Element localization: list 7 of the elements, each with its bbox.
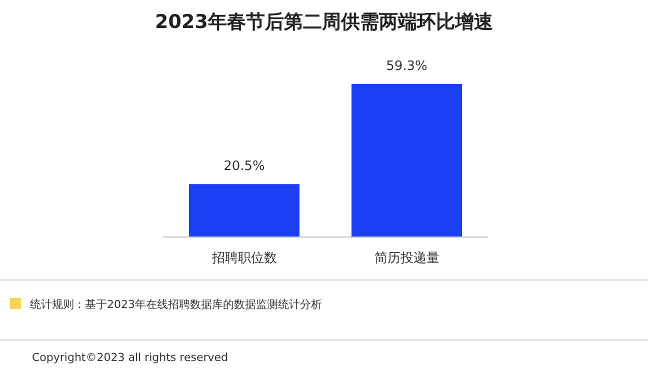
data-label: 20.5% (224, 159, 265, 174)
text: 统计规则：基于2023年在线招聘数据库的数据监测统计分析 (30, 298, 322, 311)
x-tick-label: 简历投递量 (374, 251, 440, 266)
data-label: 59.3% (386, 59, 428, 74)
x-tick-label: 招聘职位数 (210, 251, 277, 266)
text: Copyright©2023 all rights reserved (32, 351, 228, 364)
chart-title: 2023年春节后第二周供需两端环比增速 (155, 11, 493, 33)
